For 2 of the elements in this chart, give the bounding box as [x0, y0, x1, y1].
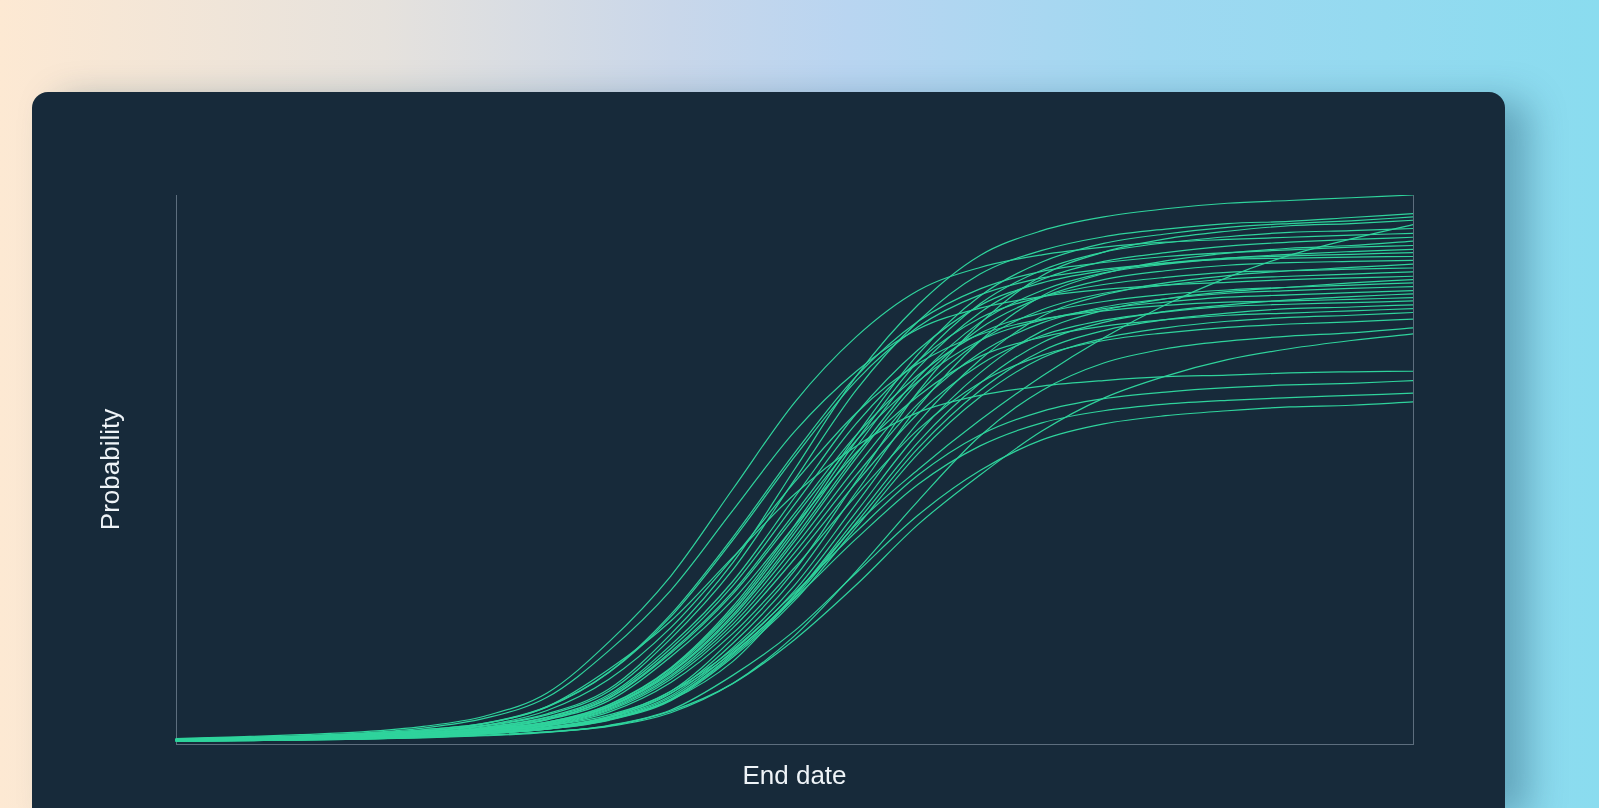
x-axis-title: End date — [742, 759, 847, 790]
y-axis-title: Probability — [94, 408, 125, 531]
